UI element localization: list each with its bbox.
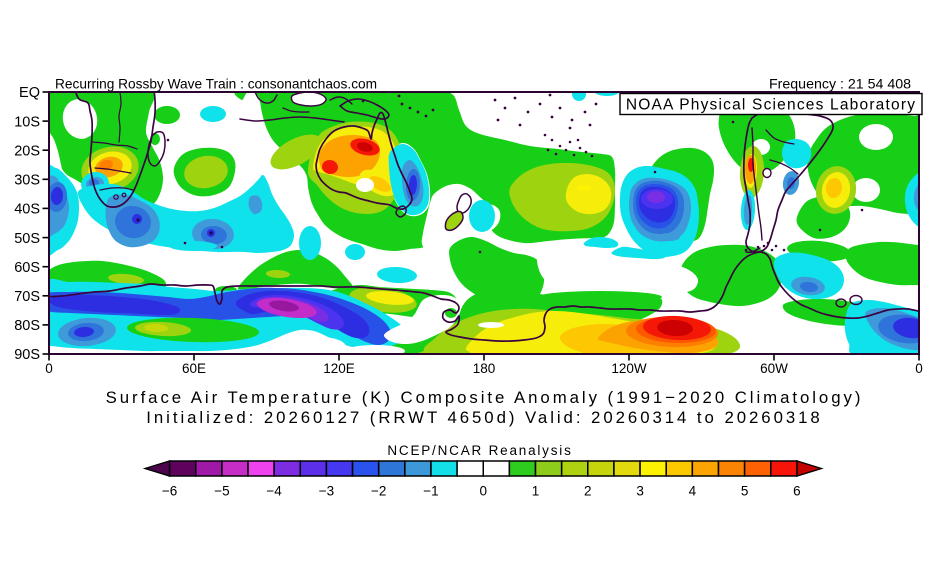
svg-text:Recurring Rossby Wave Train :: Recurring Rossby Wave Train : consonantc… bbox=[55, 77, 377, 92]
svg-text:20S: 20S bbox=[14, 143, 40, 159]
svg-text:Frequency : 21 54 408: Frequency : 21 54 408 bbox=[769, 77, 911, 93]
svg-text:10S: 10S bbox=[14, 114, 40, 130]
svg-text:−5: −5 bbox=[214, 484, 229, 499]
svg-text:60E: 60E bbox=[182, 361, 206, 376]
svg-text:0: 0 bbox=[45, 361, 53, 376]
svg-text:60W: 60W bbox=[760, 361, 788, 376]
svg-text:30S: 30S bbox=[14, 173, 40, 189]
svg-text:180: 180 bbox=[473, 361, 496, 376]
svg-text:40S: 40S bbox=[14, 202, 40, 218]
svg-text:1: 1 bbox=[532, 484, 540, 499]
svg-text:NCEP/NCAR Reanalysis: NCEP/NCAR Reanalysis bbox=[387, 443, 572, 458]
svg-text:−4: −4 bbox=[266, 484, 282, 499]
svg-text:90S: 90S bbox=[14, 347, 40, 363]
svg-text:120E: 120E bbox=[323, 361, 355, 376]
svg-text:−6: −6 bbox=[162, 484, 177, 499]
svg-text:−2: −2 bbox=[371, 484, 386, 499]
svg-text:50S: 50S bbox=[14, 231, 40, 247]
svg-text:EQ: EQ bbox=[19, 85, 40, 101]
svg-text:4: 4 bbox=[689, 484, 697, 499]
svg-text:60S: 60S bbox=[14, 260, 40, 276]
svg-text:80S: 80S bbox=[14, 318, 40, 334]
svg-text:2: 2 bbox=[584, 484, 592, 499]
svg-text:−3: −3 bbox=[319, 484, 334, 499]
svg-text:70S: 70S bbox=[14, 289, 40, 305]
svg-text:0: 0 bbox=[479, 484, 487, 499]
svg-text:NOAA Physical Sciences Laborat: NOAA Physical Sciences Laboratory bbox=[626, 97, 916, 114]
svg-text:0: 0 bbox=[915, 361, 923, 376]
svg-text:120W: 120W bbox=[611, 361, 647, 376]
svg-text:−1: −1 bbox=[423, 484, 438, 499]
svg-text:Initialized: 20260127 (RRWT 46: Initialized: 20260127 (RRWT 4650d) Valid… bbox=[146, 408, 822, 427]
svg-text:3: 3 bbox=[636, 484, 644, 499]
svg-text:6: 6 bbox=[793, 484, 801, 499]
svg-text:5: 5 bbox=[741, 484, 749, 499]
svg-text:Surface Air Temperature (K) Co: Surface Air Temperature (K) Composite An… bbox=[106, 388, 864, 407]
